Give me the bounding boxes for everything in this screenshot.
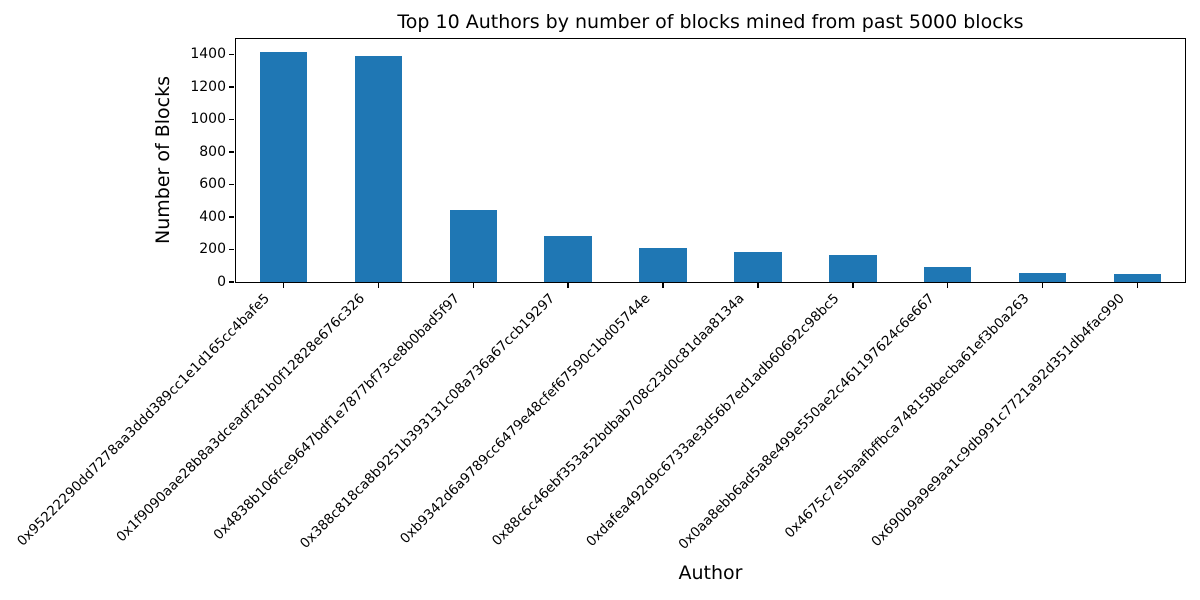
bar: [924, 267, 972, 282]
bar: [1018, 273, 1067, 282]
y-tick-label: 1400: [190, 46, 226, 63]
bar: [449, 210, 497, 282]
bar: [1113, 274, 1162, 282]
y-tick-mark: [229, 86, 234, 88]
y-tick-label: 800: [199, 143, 226, 160]
y-tick-label: 400: [199, 208, 226, 225]
x-tick-mark: [1041, 283, 1044, 288]
x-tick-mark: [377, 283, 380, 288]
x-tick-mark: [1136, 283, 1139, 288]
plot-area: 0x95222290dd7278aa3ddd389cc1e1d165cc4baf…: [15, 38, 1186, 553]
bar: [639, 247, 687, 282]
chart-title: Top 10 Authors by number of blocks mined…: [397, 11, 1024, 33]
x-tick-mark: [472, 283, 474, 288]
bar: [829, 254, 877, 282]
y-tick-label: 1000: [190, 111, 226, 128]
y-tick-mark: [229, 183, 234, 186]
y-tick-label: 200: [199, 241, 226, 258]
x-axis-label: Author: [678, 562, 743, 584]
bar: [259, 51, 308, 282]
x-tick-mark: [947, 283, 949, 288]
y-tick-mark: [229, 281, 234, 283]
y-tick-mark: [229, 216, 234, 218]
y-tick-label: 0: [217, 274, 226, 290]
y-tick-mark: [229, 151, 234, 153]
x-tick-mark: [852, 283, 854, 288]
x-tick-mark: [567, 283, 569, 288]
bar: [354, 55, 403, 282]
y-tick-mark: [229, 248, 234, 251]
y-tick-mark: [229, 118, 234, 121]
x-tick-mark: [662, 283, 664, 288]
x-tick-mark: [282, 283, 285, 288]
x-tick-mark: [757, 283, 759, 288]
bar: [734, 252, 782, 282]
y-tick-label: 1200: [190, 78, 226, 95]
bar: [544, 236, 592, 282]
y-tick-label: 600: [199, 176, 226, 193]
y-tick-mark: [229, 53, 234, 56]
y-axis-label: Number of Blocks: [152, 75, 174, 245]
